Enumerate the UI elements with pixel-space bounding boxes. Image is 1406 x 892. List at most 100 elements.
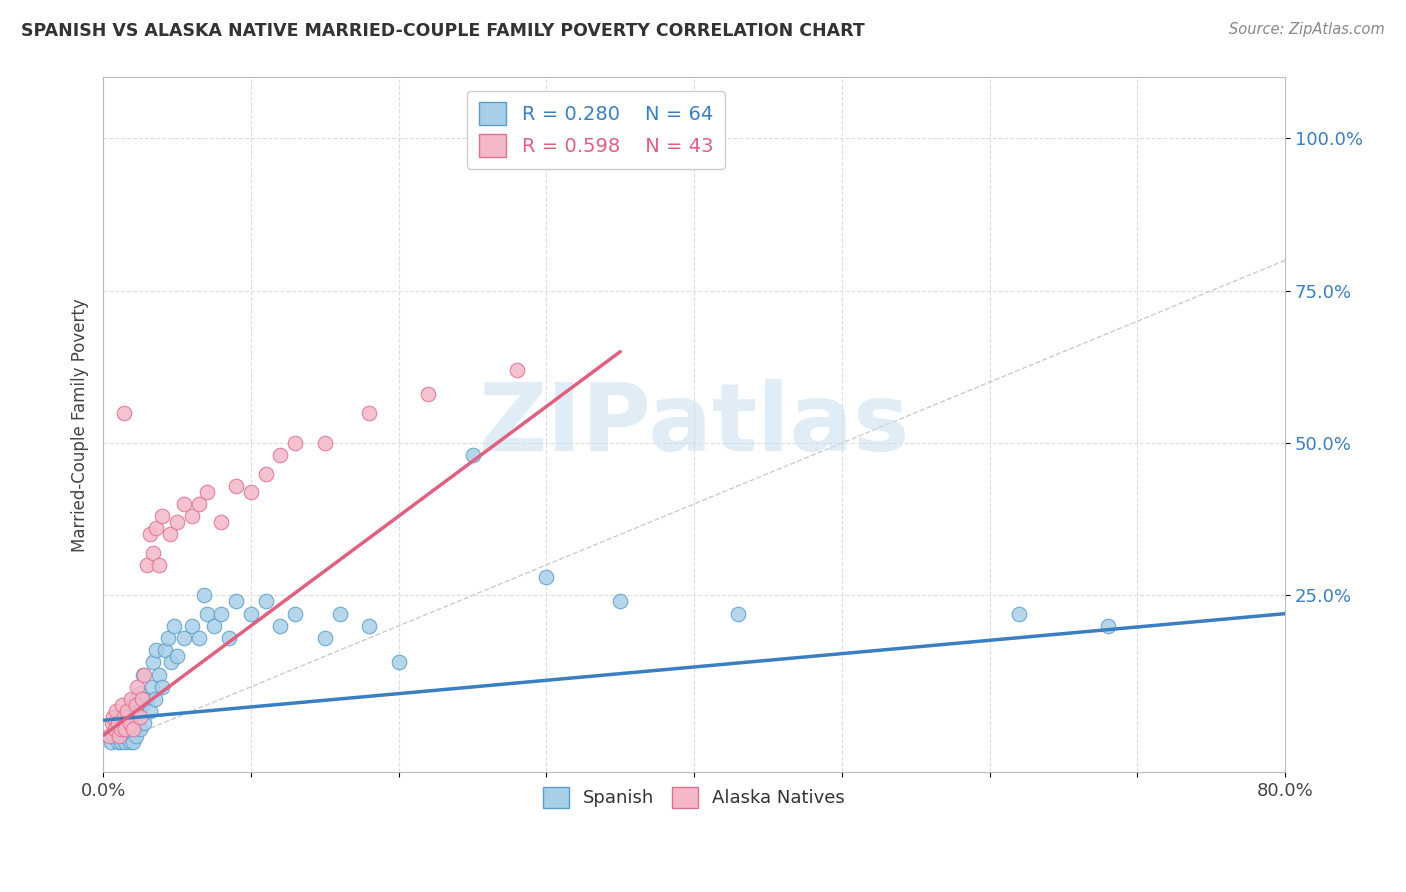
Point xyxy=(143,692,166,706)
Point xyxy=(131,698,153,712)
Point xyxy=(160,656,183,670)
Point xyxy=(254,594,277,608)
Point xyxy=(173,497,195,511)
Point xyxy=(103,710,125,724)
Point xyxy=(120,692,142,706)
Point xyxy=(209,607,232,621)
Point xyxy=(148,667,170,681)
Text: SPANISH VS ALASKA NATIVE MARRIED-COUPLE FAMILY POVERTY CORRELATION CHART: SPANISH VS ALASKA NATIVE MARRIED-COUPLE … xyxy=(21,22,865,40)
Point xyxy=(157,631,180,645)
Point xyxy=(114,723,136,737)
Point xyxy=(124,698,146,712)
Point xyxy=(188,631,211,645)
Point xyxy=(225,478,247,492)
Point xyxy=(163,619,186,633)
Point xyxy=(388,656,411,670)
Point xyxy=(136,558,159,572)
Point xyxy=(100,734,122,748)
Point xyxy=(139,527,162,541)
Point xyxy=(180,509,202,524)
Point xyxy=(111,710,134,724)
Point xyxy=(117,729,139,743)
Point xyxy=(124,729,146,743)
Point xyxy=(110,734,132,748)
Point xyxy=(145,643,167,657)
Point xyxy=(536,570,558,584)
Point xyxy=(202,619,225,633)
Point xyxy=(107,723,129,737)
Point xyxy=(1008,607,1031,621)
Point xyxy=(115,710,138,724)
Point xyxy=(609,594,631,608)
Point xyxy=(112,406,135,420)
Text: Source: ZipAtlas.com: Source: ZipAtlas.com xyxy=(1229,22,1385,37)
Point xyxy=(359,406,381,420)
Point xyxy=(120,716,142,731)
Point xyxy=(193,588,215,602)
Point xyxy=(150,680,173,694)
Point xyxy=(195,484,218,499)
Point xyxy=(111,698,134,712)
Point xyxy=(103,729,125,743)
Point xyxy=(142,656,165,670)
Point xyxy=(188,497,211,511)
Point xyxy=(121,698,143,712)
Point xyxy=(115,704,138,718)
Point xyxy=(328,607,350,621)
Point xyxy=(195,607,218,621)
Point xyxy=(108,729,131,743)
Point xyxy=(122,723,145,737)
Point xyxy=(153,643,176,657)
Point xyxy=(141,680,163,694)
Point xyxy=(128,704,150,718)
Point xyxy=(129,710,152,724)
Point xyxy=(110,729,132,743)
Point xyxy=(114,734,136,748)
Point xyxy=(150,509,173,524)
Point xyxy=(104,723,127,737)
Point xyxy=(98,729,121,743)
Point xyxy=(418,387,440,401)
Point xyxy=(314,436,336,450)
Point xyxy=(166,649,188,664)
Point xyxy=(101,716,124,731)
Point xyxy=(118,734,141,748)
Point xyxy=(239,607,262,621)
Point xyxy=(134,716,156,731)
Point xyxy=(131,692,153,706)
Point xyxy=(159,527,181,541)
Point xyxy=(139,704,162,718)
Point xyxy=(105,704,128,718)
Point xyxy=(254,467,277,481)
Point xyxy=(114,723,136,737)
Point xyxy=(314,631,336,645)
Point xyxy=(239,484,262,499)
Point xyxy=(145,521,167,535)
Point xyxy=(269,448,291,462)
Point xyxy=(173,631,195,645)
Point xyxy=(127,680,149,694)
Point xyxy=(218,631,240,645)
Y-axis label: Married-Couple Family Poverty: Married-Couple Family Poverty xyxy=(72,298,89,551)
Point xyxy=(112,710,135,724)
Point xyxy=(134,667,156,681)
Point xyxy=(359,619,381,633)
Point xyxy=(506,363,529,377)
Point xyxy=(127,710,149,724)
Point xyxy=(461,448,484,462)
Point xyxy=(209,515,232,529)
Legend: Spanish, Alaska Natives: Spanish, Alaska Natives xyxy=(536,780,852,815)
Point xyxy=(1097,619,1119,633)
Point xyxy=(136,692,159,706)
Point xyxy=(121,723,143,737)
Point xyxy=(107,716,129,731)
Point xyxy=(284,607,307,621)
Point xyxy=(118,716,141,731)
Point xyxy=(129,686,152,700)
Point xyxy=(166,515,188,529)
Point xyxy=(111,716,134,731)
Point xyxy=(148,558,170,572)
Point xyxy=(142,546,165,560)
Point xyxy=(180,619,202,633)
Text: ZIPatlas: ZIPatlas xyxy=(478,379,910,471)
